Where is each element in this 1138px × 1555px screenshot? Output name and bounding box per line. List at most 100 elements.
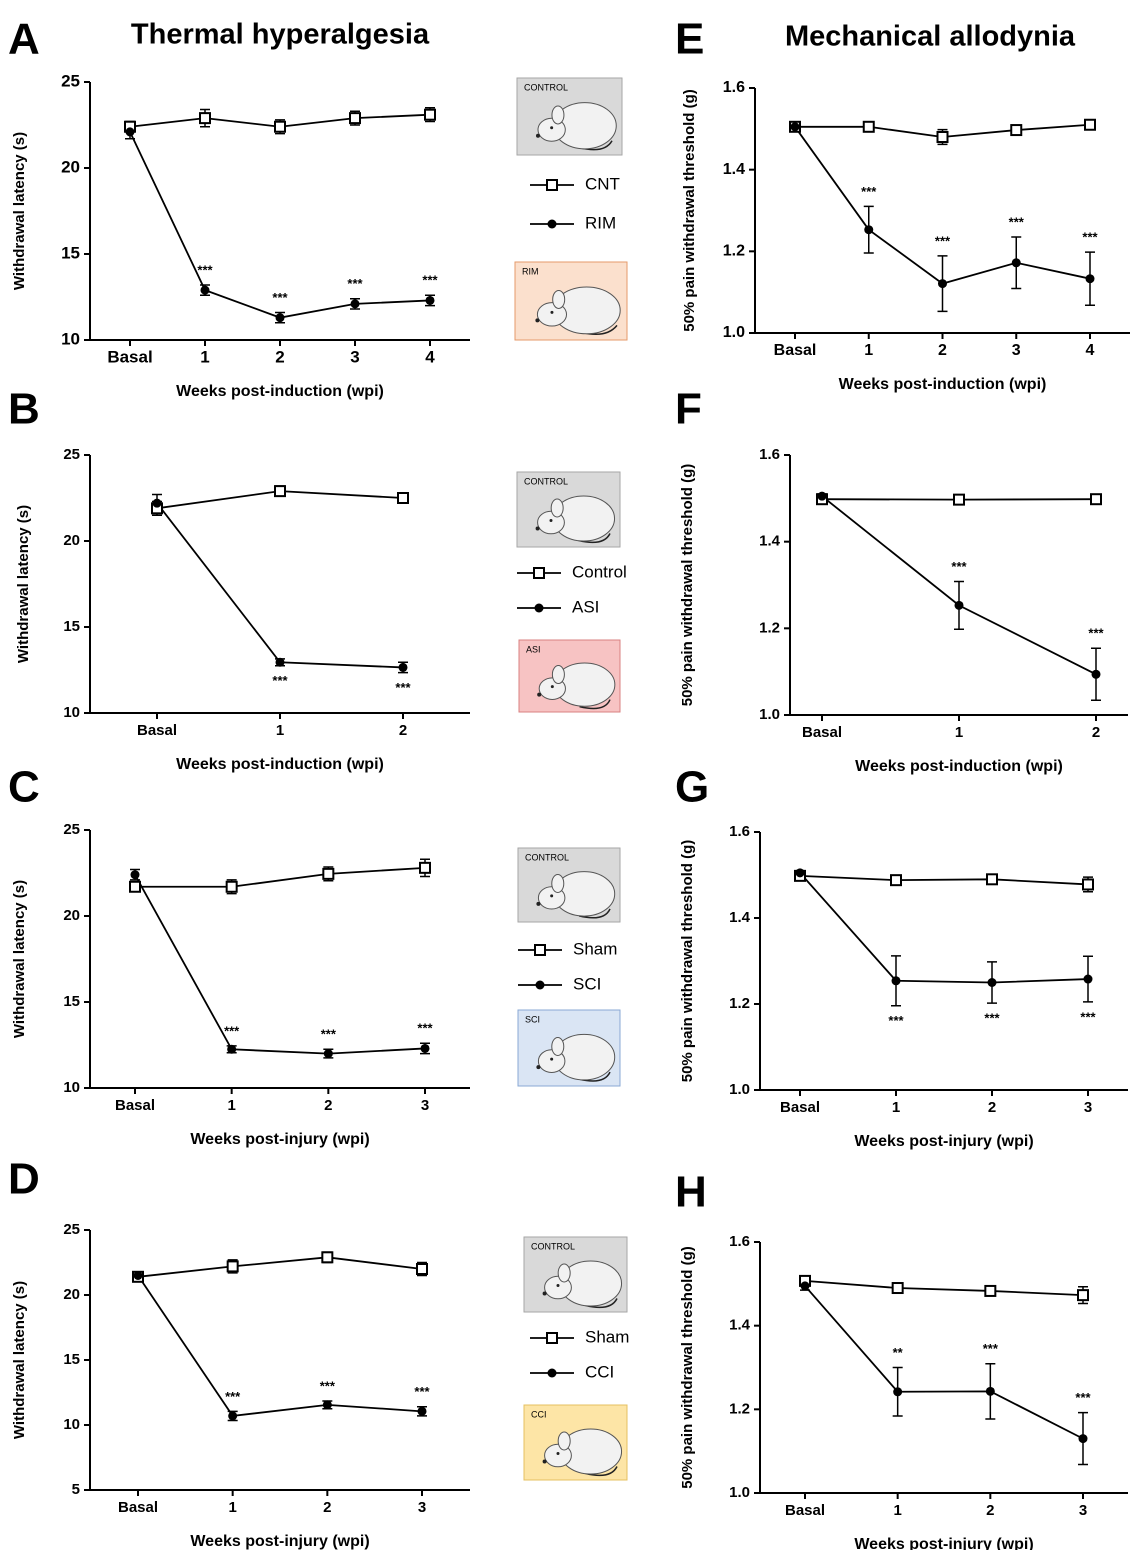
- mouse-ear: [552, 1037, 564, 1055]
- y-tick-label: 1.6: [759, 446, 780, 463]
- series-line: [138, 1257, 422, 1277]
- significance-label: ***: [272, 290, 288, 305]
- y-tick-label: 1.6: [729, 1233, 750, 1250]
- marker: [399, 663, 408, 672]
- y-tick-label: 1.0: [729, 1081, 750, 1098]
- marker: [227, 1045, 236, 1054]
- y-tick-label: 1.6: [723, 79, 745, 96]
- x-tick-label: Basal: [107, 347, 152, 366]
- y-tick-label: 20: [63, 532, 80, 549]
- mouse-ear: [558, 1264, 570, 1282]
- y-tick-label: 1.2: [723, 243, 745, 260]
- panel-letter: G: [675, 763, 709, 812]
- illustration-label: CONTROL: [524, 82, 568, 92]
- y-tick-label: 15: [63, 618, 80, 635]
- marker: [987, 874, 997, 884]
- x-tick-label: Basal: [774, 342, 817, 359]
- y-tick-label: 1.2: [729, 995, 750, 1012]
- marker: [547, 180, 557, 190]
- marker: [891, 875, 901, 885]
- marker: [1083, 879, 1093, 889]
- marker: [548, 220, 557, 229]
- illustration-label: SCI: [525, 1014, 540, 1024]
- y-axis-label: 50% pain withdrawal threshold (g): [679, 840, 696, 1083]
- marker: [864, 225, 873, 234]
- marker: [200, 113, 210, 123]
- y-tick-label: 10: [63, 1079, 80, 1096]
- marker: [986, 1387, 995, 1396]
- x-tick-label: 3: [421, 1097, 429, 1114]
- column-title: Mechanical allodynia: [785, 21, 1076, 53]
- marker: [1079, 1434, 1088, 1443]
- marker: [227, 882, 237, 892]
- x-tick-label: 1: [955, 724, 963, 741]
- illustration-label: CONTROL: [525, 852, 569, 862]
- y-tick-label: 1.0: [759, 706, 780, 723]
- marker: [535, 604, 544, 613]
- x-tick-label: 2: [1092, 724, 1100, 741]
- legend-label: RIM: [585, 213, 616, 232]
- panel-letter: H: [675, 1168, 707, 1217]
- marker: [791, 122, 800, 131]
- marker: [893, 1387, 902, 1396]
- marker: [893, 1283, 903, 1293]
- significance-label: ***: [422, 273, 438, 288]
- x-tick-label: Basal: [785, 1502, 825, 1519]
- illustration-label: CONTROL: [531, 1241, 575, 1251]
- mouse-nose: [536, 1065, 540, 1069]
- x-tick-label: 4: [1086, 342, 1095, 359]
- y-tick-label: 25: [63, 446, 80, 463]
- marker: [130, 882, 140, 892]
- marker: [955, 601, 964, 610]
- x-tick-label: Basal: [802, 724, 842, 741]
- series-line: [800, 873, 1088, 983]
- marker: [228, 1411, 237, 1420]
- significance-label: ***: [395, 680, 411, 695]
- marker: [134, 1271, 143, 1280]
- y-tick-label: 20: [61, 157, 80, 176]
- marker: [126, 127, 135, 136]
- significance-label: ***: [1088, 626, 1104, 641]
- legend-label: CCI: [585, 1362, 614, 1381]
- y-tick-label: 1.6: [729, 823, 750, 840]
- x-tick-label: 1: [892, 1099, 900, 1116]
- x-tick-label: Basal: [137, 722, 177, 739]
- illustration-label: CONTROL: [524, 476, 568, 486]
- mouse-nose: [535, 318, 539, 322]
- marker: [1078, 1290, 1088, 1300]
- significance-label: ***: [272, 673, 288, 688]
- marker: [548, 1369, 557, 1378]
- y-tick-label: 15: [63, 993, 80, 1010]
- y-tick-label: 1.2: [729, 1400, 750, 1417]
- marker: [536, 981, 545, 990]
- panel-letter: A: [8, 15, 40, 64]
- marker: [801, 1281, 810, 1290]
- x-tick-label: 3: [350, 347, 359, 366]
- x-tick-label: 1: [893, 1502, 901, 1519]
- significance-label: ***: [417, 1021, 433, 1036]
- mouse-nose: [536, 902, 540, 906]
- marker: [938, 132, 948, 142]
- y-tick-label: 5: [72, 1481, 80, 1498]
- significance-label: ***: [321, 1027, 337, 1042]
- marker: [425, 110, 435, 120]
- x-tick-label: Basal: [115, 1097, 155, 1114]
- series-line: [138, 1276, 422, 1416]
- marker: [201, 286, 210, 295]
- marker: [426, 296, 435, 305]
- marker: [1011, 125, 1021, 135]
- legend-label: ASI: [572, 597, 599, 616]
- legend-label: SCI: [573, 974, 601, 993]
- x-axis-label: Weeks post-induction (wpi): [176, 383, 384, 400]
- panel-letter: B: [8, 385, 40, 434]
- significance-label: ***: [888, 1013, 904, 1028]
- x-tick-label: Basal: [118, 1499, 158, 1516]
- marker: [954, 495, 964, 505]
- series-line: [135, 875, 425, 1054]
- y-tick-label: 1.2: [759, 619, 780, 636]
- x-tick-label: 2: [324, 1097, 332, 1114]
- marker: [153, 499, 162, 508]
- x-tick-label: 1: [864, 342, 873, 359]
